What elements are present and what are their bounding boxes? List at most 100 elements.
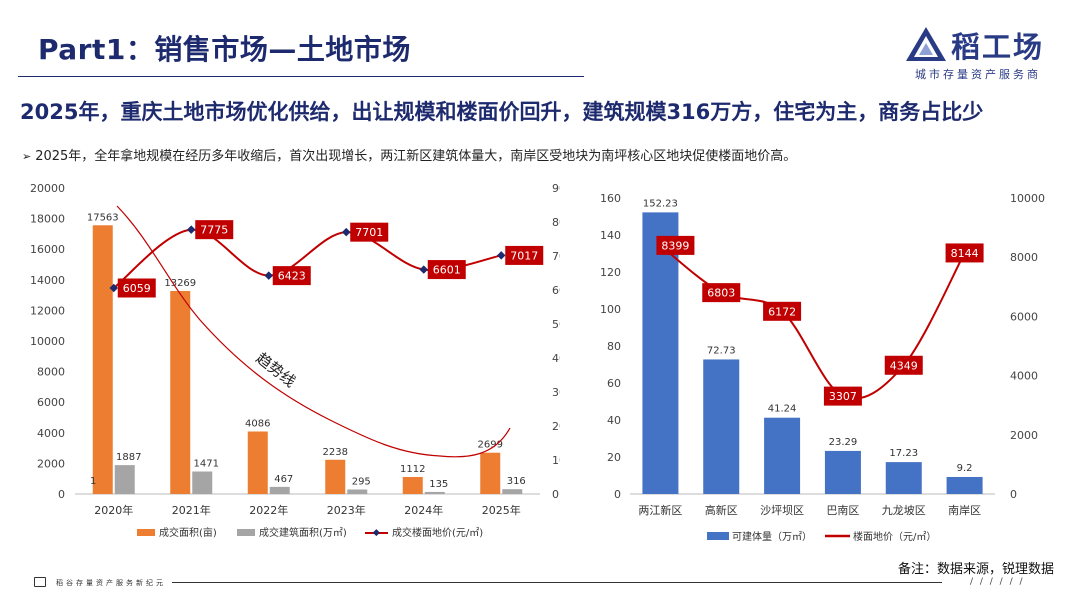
line-point [342, 228, 350, 236]
bar-land-area [480, 453, 500, 494]
y-right-tick-label: 5000 [552, 318, 560, 331]
headline: 2025年，重庆土地市场优化供给，出让规模和楼面价回升，建筑规模316万方，住宅… [20, 96, 983, 126]
bar-data-label: 4086 [245, 418, 270, 429]
bar-data-label: 295 [352, 476, 371, 487]
line-data-label: 7017 [510, 249, 538, 262]
x-tick-label: 九龙坡区 [882, 504, 926, 517]
x-tick-label: 2022年 [249, 503, 288, 517]
x-tick-label: 2020年 [94, 503, 133, 517]
page-title: Part1：销售市场—土地市场 [38, 28, 411, 68]
footer-text: 稻谷存量资产服务新纪元 [56, 578, 172, 588]
brand-logo: 稻工场 城市存量资产服务商 [905, 22, 1055, 82]
bar-data-label: 41.24 [768, 404, 797, 415]
x-tick-label: 两江新区 [638, 503, 682, 517]
legend-label: 楼面地价（元/㎡） [853, 530, 936, 543]
line-data-label: 7775 [200, 224, 228, 237]
bar-building-area [347, 489, 367, 494]
line-data-label: 6059 [123, 282, 151, 295]
y-left-tick-label: 6000 [37, 396, 65, 409]
bar-building-area [502, 489, 522, 494]
bar-data-label: 1112 [400, 464, 425, 475]
x-tick-label: 2021年 [172, 503, 211, 517]
bar-buildable-volume [764, 418, 800, 494]
y-left-tick-label: 12000 [30, 304, 65, 317]
logo-tagline: 城市存量资产服务商 [915, 66, 1041, 82]
y-left-tick-label: 80 [607, 340, 621, 353]
y-left-tick-label: 120 [600, 266, 621, 279]
line-data-label: 3307 [829, 390, 857, 403]
legend-swatch [237, 529, 255, 536]
line-point [265, 271, 273, 279]
bar-land-area [170, 291, 190, 494]
land-market-yearly-chart: 0200040006000800010000120001400016000180… [0, 170, 560, 550]
bar-building-area [425, 492, 445, 494]
bar-land-area [325, 460, 345, 494]
bar-data-label: 9.2 [957, 463, 973, 474]
bullet-text: 2025年，全年拿地规模在经历多年收缩后，首次出现增长，两江新区建筑体量大，南岸… [35, 149, 796, 164]
bar-data-label: 152.23 [643, 198, 678, 209]
y-left-tick-label: 60 [607, 377, 621, 390]
footer-divider [62, 582, 942, 583]
line-point [187, 225, 195, 233]
bar-building-area [115, 465, 135, 494]
y-left-tick-label: 4000 [37, 427, 65, 440]
line-point [497, 251, 505, 259]
y-left-tick-label: 20 [607, 451, 621, 464]
district-land-chart: 0204060801001201401600200040006000800010… [585, 180, 1080, 550]
y-right-tick-label: 9000 [552, 182, 560, 195]
footer-decoration: / / / / / / [970, 577, 1025, 587]
x-tick-label: 沙坪坝区 [760, 503, 804, 517]
line-data-label: 7701 [355, 226, 383, 239]
title-underline [18, 76, 584, 77]
y-right-tick-label: 8000 [552, 216, 560, 229]
x-tick-label: 高新区 [705, 503, 738, 517]
y-left-tick-label: 18000 [30, 213, 65, 226]
bar-data-label: 23.29 [829, 437, 858, 448]
y-right-tick-label: 1000 [552, 454, 560, 467]
legend-label: 成交楼面地价(元/㎡) [392, 526, 483, 539]
legend-swatch [707, 532, 729, 540]
y-left-tick-label: 14000 [30, 274, 65, 287]
bar-building-area [270, 487, 290, 494]
bar-buildable-volume [947, 477, 983, 494]
bar-land-area [93, 225, 113, 494]
bullet-point: ➢ 2025年，全年拿地规模在经历多年收缩后，首次出现增长，两江新区建筑体量大，南… [22, 145, 796, 164]
line-point [420, 265, 428, 273]
y-left-tick-label: 40 [607, 414, 621, 427]
bar-buildable-volume [703, 359, 739, 494]
x-tick-label: 南岸区 [948, 504, 981, 517]
logo-triangle-icon [905, 26, 947, 62]
y-left-tick-label: 0 [614, 488, 621, 501]
bullet-arrow-icon: ➢ [22, 150, 31, 163]
line-data-label: 6601 [433, 264, 461, 277]
y-right-tick-label: 0 [1010, 488, 1017, 501]
bar-data-label: 2238 [323, 447, 348, 458]
bar-data-label: 467 [274, 474, 293, 485]
y-right-tick-label: 10000 [1010, 192, 1045, 205]
legend-label: 成交建筑面积(万㎡) [259, 526, 347, 539]
y-right-tick-label: 2000 [552, 420, 560, 433]
y-right-tick-label: 7000 [552, 250, 560, 263]
bar-data-label: 72.73 [707, 345, 736, 356]
bar-data-label: 1471 [194, 458, 219, 469]
legend-marker [373, 529, 380, 536]
data-source-note: 备注：数据来源，锐理数据 [898, 558, 1054, 577]
y-left-tick-label: 20000 [30, 182, 65, 195]
x-tick-label: 巴南区 [826, 504, 859, 517]
y-right-tick-label: 0 [552, 488, 559, 501]
y-right-tick-label: 4000 [1010, 370, 1038, 383]
line-data-label: 6172 [768, 305, 796, 318]
logo-name: 稻工场 [951, 24, 1044, 66]
bar-data-label: 135 [429, 479, 448, 490]
extra-data-label: 1 [90, 476, 96, 487]
y-left-tick-label: 140 [600, 229, 621, 242]
x-tick-label: 2024年 [404, 503, 443, 517]
footer-box-icon [34, 577, 46, 587]
x-tick-label: 2023年 [327, 503, 366, 517]
bar-data-label: 1887 [116, 452, 141, 463]
y-left-tick-label: 8000 [37, 366, 65, 379]
legend-label: 成交面积(亩) [159, 526, 217, 539]
y-right-tick-label: 6000 [552, 284, 560, 297]
x-tick-label: 2025年 [482, 503, 521, 517]
line-data-label: 6803 [707, 287, 735, 300]
